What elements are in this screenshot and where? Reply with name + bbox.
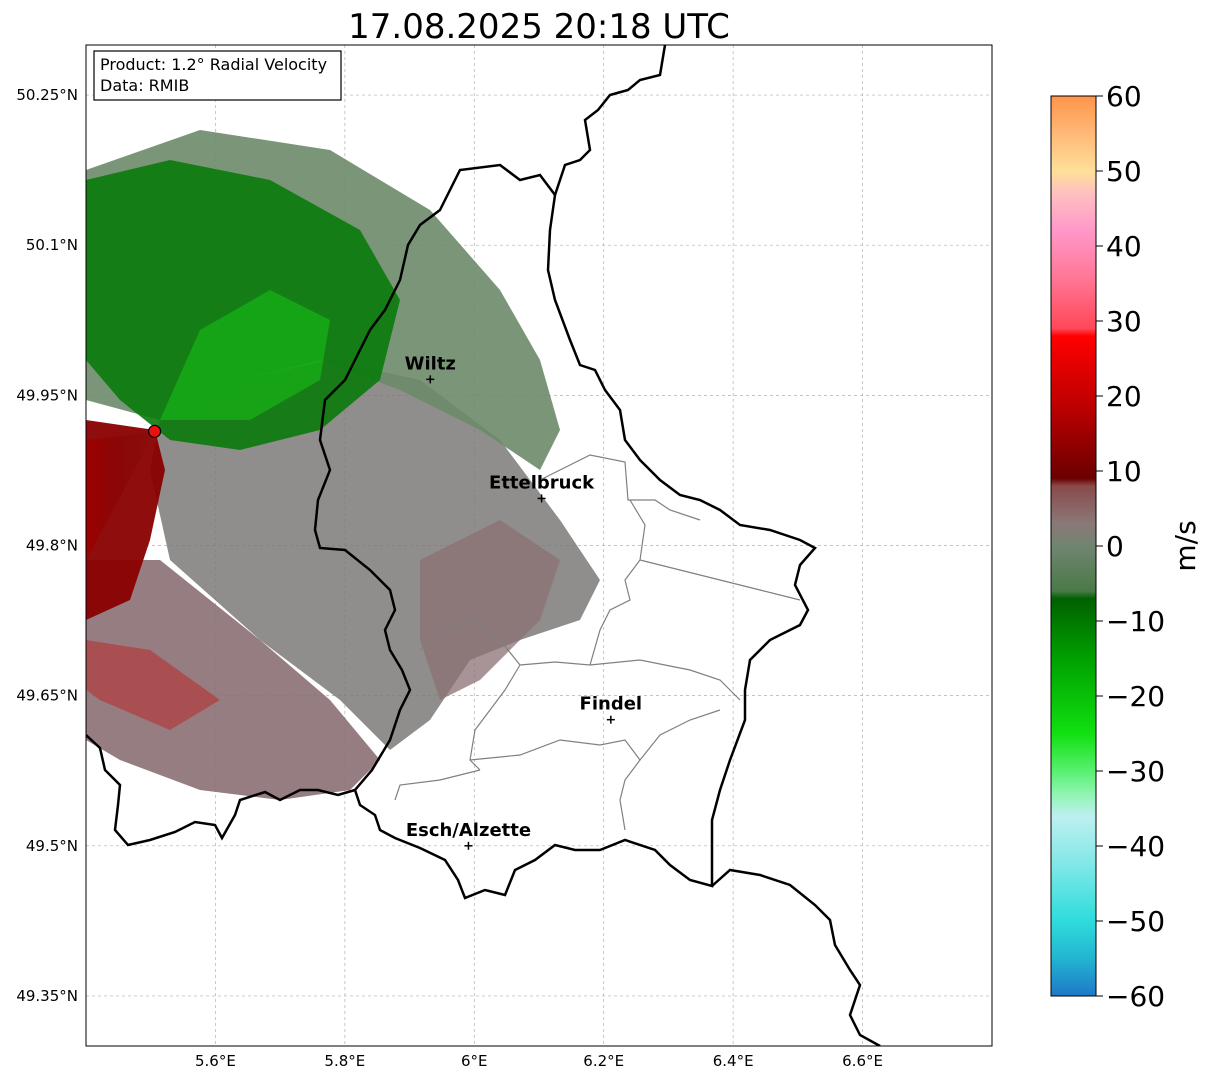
radar-site-marker bbox=[147, 424, 162, 438]
lat-tick-label: 49.65°N bbox=[16, 687, 78, 705]
colorbar-tick-label: −50 bbox=[1106, 905, 1165, 938]
colorbar-tick-label: 10 bbox=[1106, 455, 1142, 488]
city-esch-alzette: Esch/Alzette bbox=[406, 820, 531, 850]
colorbar-tick-label: 20 bbox=[1106, 380, 1142, 413]
city-label: Wiltz bbox=[405, 353, 456, 374]
colorbar-tick-label: −20 bbox=[1106, 680, 1165, 713]
strong-approaching-core bbox=[160, 290, 330, 420]
city-label: Findel bbox=[580, 694, 643, 715]
colorbar-tick-label: 60 bbox=[1106, 80, 1142, 113]
info-data-source-text: Data: RMIB bbox=[100, 76, 189, 95]
info-box-frame bbox=[93, 50, 342, 101]
country-border-germany bbox=[553, 45, 881, 1046]
colorbar-tick-label: −10 bbox=[1106, 605, 1165, 638]
map-panel: Wiltz Ettelbruck Findel Esch/Alzette Produc… bbox=[16, 44, 993, 1070]
lat-tick-label: 49.8°N bbox=[26, 537, 78, 555]
city-label: Esch/Alzette bbox=[406, 820, 531, 841]
colorbar-tick-label: −60 bbox=[1106, 980, 1165, 1013]
country-border-france bbox=[86, 734, 356, 847]
city-ettelbruck: Ettelbruck bbox=[489, 472, 595, 503]
lon-tick-label: 6.4°E bbox=[713, 1052, 754, 1070]
lon-tick-label: 5.6°E bbox=[195, 1052, 236, 1070]
map-frame bbox=[85, 44, 993, 1047]
lat-tick-label: 50.1°N bbox=[26, 236, 78, 254]
receding-echo-area bbox=[86, 560, 380, 800]
lon-tick-label: 6.2°E bbox=[583, 1052, 624, 1070]
lon-tick-label: 5.8°E bbox=[324, 1052, 365, 1070]
colorbar-bar bbox=[1050, 95, 1097, 997]
info-box: Product: 1.2° Radial Velocity Data: RMIB bbox=[93, 50, 342, 101]
info-product-text: Product: 1.2° Radial Velocity bbox=[100, 55, 327, 74]
receding-echo-fan bbox=[86, 432, 155, 560]
borders-layer bbox=[86, 45, 881, 1046]
colorbar-tick-label: −40 bbox=[1106, 830, 1165, 863]
city-findel: Findel bbox=[580, 694, 643, 724]
colorbar-ticks: 60 50 40 30 20 10 0 −10 −20 −30 −40 −50 −60 bbox=[1096, 80, 1165, 1013]
city-wiltz: Wiltz bbox=[405, 353, 456, 384]
far-edge-speckle bbox=[420, 520, 560, 700]
colorbar-tick-label: 50 bbox=[1106, 155, 1142, 188]
lon-tick-label: 6.6°E bbox=[842, 1052, 883, 1070]
axis-ticks: 5.6°E 5.8°E 6°E 6.2°E 6.4°E 6.6°E 50.25°N 50.1°… bbox=[16, 86, 883, 1070]
lat-tick-label: 49.95°N bbox=[16, 386, 78, 404]
colorbar: 60 50 40 30 20 10 0 −10 −20 −30 −40 −50 −60 m/s bbox=[1050, 80, 1202, 1013]
country-border-luxembourg bbox=[313, 163, 817, 900]
canton-borders bbox=[394, 454, 801, 831]
approaching-echo-area bbox=[86, 160, 400, 450]
lat-tick-label: 50.25°N bbox=[16, 86, 78, 104]
cities-layer: Wiltz Ettelbruck Findel Esch/Alzette bbox=[405, 353, 643, 850]
colorbar-tick-label: −30 bbox=[1106, 755, 1165, 788]
edge-echo-speckle bbox=[86, 640, 220, 730]
city-label: Ettelbruck bbox=[489, 472, 595, 493]
lat-tick-label: 49.5°N bbox=[26, 837, 78, 855]
colorbar-tick-label: 40 bbox=[1106, 230, 1142, 263]
lon-tick-label: 6°E bbox=[461, 1052, 488, 1070]
radar-echoes bbox=[86, 130, 600, 800]
colorbar-label: m/s bbox=[1169, 520, 1202, 571]
colorbar-tick-label: 0 bbox=[1106, 530, 1124, 563]
lat-tick-label: 49.35°N bbox=[16, 987, 78, 1005]
figure-title: 17.08.2025 20:18 UTC bbox=[348, 7, 730, 47]
colorbar-tick-label: 30 bbox=[1106, 305, 1142, 338]
